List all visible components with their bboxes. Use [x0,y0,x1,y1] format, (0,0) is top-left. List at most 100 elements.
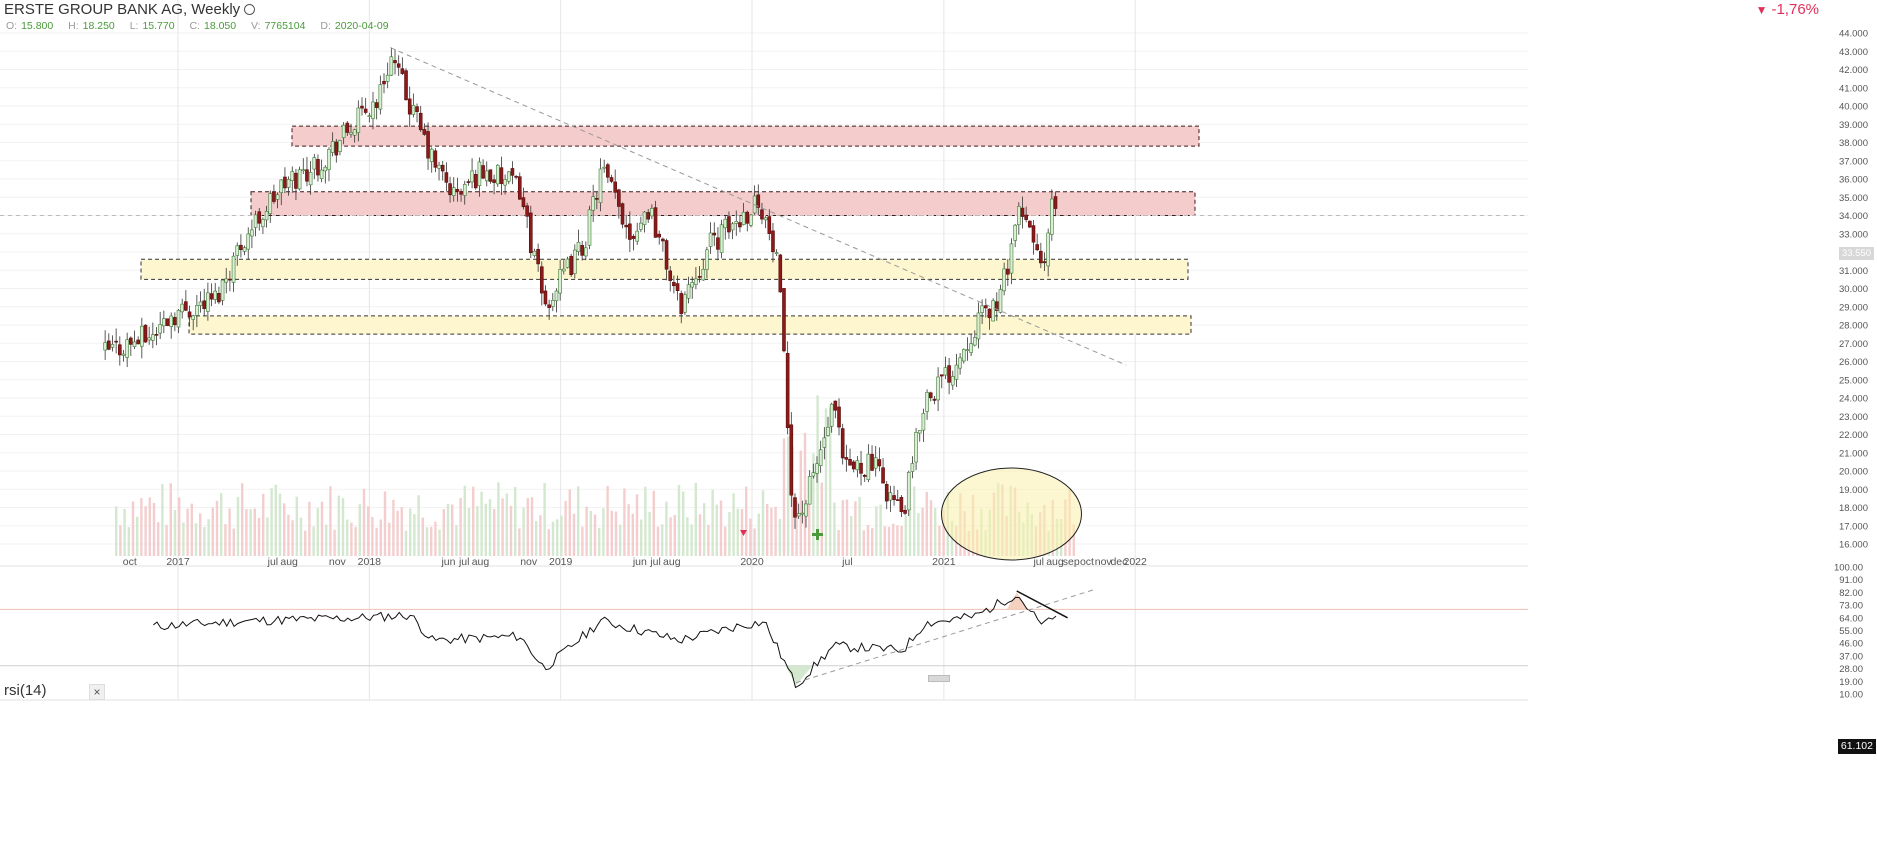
volume-bar [220,493,223,556]
candle [745,210,750,232]
volume-bar [337,495,340,556]
volume-bar [257,517,261,556]
candle-body [191,315,196,320]
volume-bar [530,497,534,556]
volume-bar [686,517,689,556]
volume-bar [341,497,345,556]
candle-body [881,467,885,484]
candle [954,353,959,387]
candle [870,445,874,472]
candle [1050,189,1054,241]
rsi-support-trendline[interactable] [795,589,1095,684]
volume-bar [581,526,584,556]
volume-bar [253,508,256,556]
candle-body [407,98,412,115]
volume-bar [409,508,412,556]
candle-body [650,208,654,217]
close-icon[interactable]: × [89,684,105,700]
buy-marker-icon[interactable] [812,529,823,540]
support-zone[interactable] [188,315,1192,335]
candle-body [679,293,684,315]
pane-resize-handle[interactable] [928,675,950,682]
candle-body [418,112,423,131]
price-tick-label: 24.000 [1839,394,1868,405]
sell-marker-icon[interactable] [740,530,747,536]
candle-body [562,268,566,272]
volume-bar [593,514,597,556]
rsi-resistance-trendline[interactable] [1016,590,1068,619]
candle-body [895,499,900,501]
candle-body [844,457,849,460]
candle-body [686,284,691,299]
price-tick-label: 20.000 [1839,467,1868,478]
candle [873,446,878,477]
resistance-zone[interactable] [291,125,1200,147]
candle [349,123,353,138]
candle [741,202,746,226]
candle [180,298,184,319]
volume-bar [925,491,928,556]
candle [1017,202,1021,235]
candle [132,330,137,350]
candle [323,165,328,184]
trendline[interactable] [390,47,1127,366]
candle-body [723,218,728,229]
candle [272,184,276,204]
volume-bar [476,506,479,556]
candle-body [250,229,254,237]
candle-body [866,453,871,480]
candle [639,216,643,232]
rsi-line [153,596,1057,689]
volume-bar [766,503,769,556]
volume-bar [862,530,865,556]
clock-icon[interactable] [244,4,256,15]
volume-bar [371,517,374,556]
time-tick-label: 2020 [740,556,764,568]
volume-bar [488,499,492,556]
candle-body [602,166,606,169]
candle-body [129,337,133,345]
candle [998,284,1003,314]
volume-bar [694,482,697,556]
volume-bar [199,513,202,556]
candle-body [877,459,882,467]
volume-bar [274,484,277,556]
candle [517,172,522,201]
volume-bar [761,490,765,556]
candle [473,169,478,190]
candle-body [492,179,496,183]
volume-highlight-ellipse[interactable] [940,467,1082,561]
volume-bar [644,486,647,556]
candle-body [712,232,717,236]
candle-body [657,233,662,238]
resistance-zone[interactable] [250,191,1196,216]
price-tick-label: 29.000 [1839,302,1868,313]
rsi-tick-label: 82.00 [1839,588,1863,599]
volume-bar [854,501,857,556]
candle-body [257,211,262,224]
volume-bar [350,522,353,556]
volume-bar [379,519,382,556]
candle-body [455,189,460,192]
support-zone[interactable] [140,258,1189,280]
price-tick-label: 39.000 [1839,120,1868,131]
candle-body [939,374,944,377]
candle-body [756,194,761,208]
candle-body [730,223,735,231]
candle [492,174,496,195]
candle [224,267,229,294]
candle [206,282,210,321]
down-triangle-icon: ▼ [1755,3,1768,17]
candle-body [653,207,658,238]
candle-body [1039,250,1043,264]
price-tick-label: 17.000 [1839,521,1868,532]
candle [683,291,687,316]
candle-body [481,165,485,179]
symbol-title: ERSTE GROUP BANK AG, Weekly [4,1,241,18]
candle [158,311,162,340]
candle-body [646,212,651,220]
candle-body [587,209,592,246]
candle [382,73,386,94]
rsi-tick-label: 91.00 [1839,575,1863,586]
